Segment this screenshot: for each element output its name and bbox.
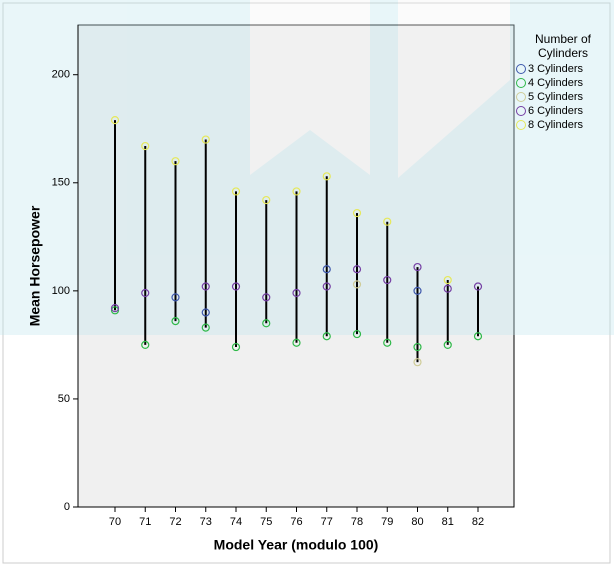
marker <box>201 282 210 291</box>
marker <box>473 282 483 291</box>
marker <box>473 332 483 341</box>
marker <box>443 284 452 293</box>
marker <box>292 288 301 298</box>
x-tick-label: 80 <box>411 516 423 528</box>
marker <box>413 342 422 352</box>
legend-label: 6 Cylinders <box>528 105 584 117</box>
x-tick-label: 75 <box>260 516 272 528</box>
marker <box>322 265 331 274</box>
marker <box>413 358 422 367</box>
marker <box>413 286 422 295</box>
marker <box>262 319 271 328</box>
legend-label: 5 Cylinders <box>528 91 584 103</box>
legend-label: 4 Cylinders <box>528 77 584 89</box>
x-tick-label: 81 <box>442 516 454 528</box>
marker <box>352 265 362 274</box>
marker <box>201 308 210 317</box>
x-tick-label: 78 <box>351 516 363 528</box>
marker <box>322 282 331 291</box>
x-tick-label: 72 <box>169 516 181 528</box>
legend-swatch <box>516 120 526 130</box>
marker <box>141 141 150 151</box>
marker <box>110 116 120 125</box>
legend-swatch <box>516 106 526 116</box>
legend-item: 4 Cylinders <box>516 76 612 90</box>
x-tick-label: 73 <box>200 516 212 528</box>
x-tick-label: 79 <box>381 516 393 528</box>
legend: Number of Cylinders 3 Cylinders 4 Cylinde… <box>514 32 612 132</box>
y-tick-label: 150 <box>52 177 70 189</box>
x-tick-label: 77 <box>321 516 333 528</box>
marker <box>352 329 362 339</box>
marker <box>110 306 120 315</box>
marker <box>201 323 210 332</box>
legend-item: 5 Cylinders <box>516 90 612 104</box>
marker <box>322 332 331 341</box>
y-tick-label: 100 <box>52 285 70 297</box>
marker <box>141 340 150 349</box>
x-tick-label: 70 <box>109 516 121 528</box>
y-tick-label: 200 <box>52 69 70 81</box>
watermark <box>0 0 614 335</box>
marker <box>352 280 362 289</box>
marker <box>443 340 452 349</box>
marker <box>171 293 180 302</box>
x-tick-label: 74 <box>230 516 242 528</box>
marker <box>141 288 150 298</box>
x-tick-label: 76 <box>290 516 302 528</box>
legend-item: 8 Cylinders <box>516 118 612 132</box>
legend-title: Number of Cylinders <box>534 32 592 60</box>
marker <box>171 317 180 326</box>
marker <box>383 217 392 226</box>
marker <box>383 338 392 347</box>
y-tick-label: 0 <box>64 501 70 513</box>
legend-label: 3 Cylinders <box>528 63 584 75</box>
x-axis-title: Model Year (modulo 100) <box>214 537 379 553</box>
y-tick-label: 50 <box>58 393 70 405</box>
legend-item: 3 Cylinders <box>516 62 612 76</box>
legend-label: 8 Cylinders <box>528 119 584 131</box>
marker <box>292 187 301 196</box>
marker <box>262 293 271 302</box>
marker <box>171 157 180 166</box>
marker <box>262 195 271 205</box>
x-tick-label: 71 <box>139 516 151 528</box>
marker <box>322 172 331 181</box>
legend-swatch <box>516 92 526 102</box>
marker <box>292 338 301 347</box>
legend-swatch <box>516 78 526 88</box>
marker <box>110 304 120 313</box>
marker <box>443 275 452 285</box>
marker <box>231 282 241 291</box>
marker <box>352 208 362 218</box>
marker <box>231 187 241 196</box>
marker <box>413 262 422 272</box>
y-axis-title: Mean Horsepower <box>27 205 43 326</box>
x-tick-label: 82 <box>472 516 484 528</box>
legend-item: 6 Cylinders <box>516 104 612 118</box>
marker <box>383 275 392 285</box>
marker <box>231 342 241 352</box>
marker <box>201 135 210 144</box>
legend-swatch <box>516 64 526 74</box>
